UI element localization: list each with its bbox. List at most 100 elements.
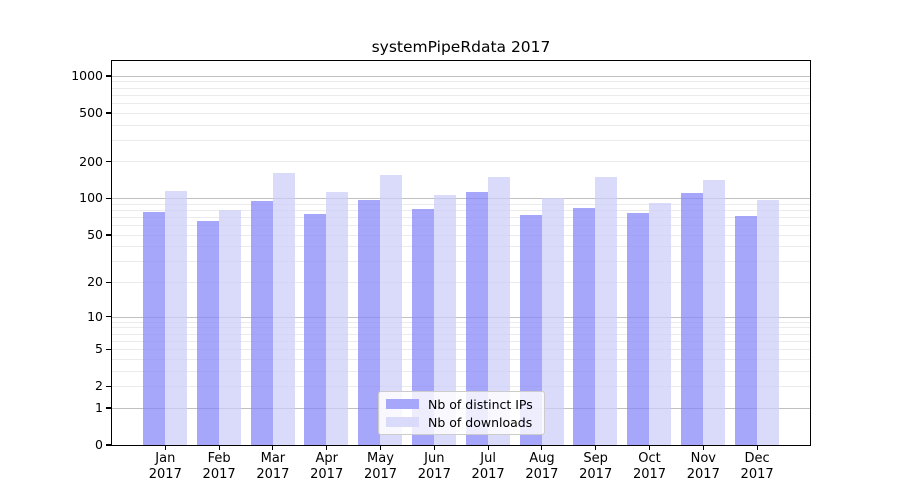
y-axis-tick-label: 50 <box>87 226 103 242</box>
x-axis-month-text: May <box>367 451 394 466</box>
bar-downloads <box>541 197 564 446</box>
grid-line-minor <box>111 124 811 126</box>
grid-line-minor <box>111 261 811 263</box>
x-axis-tick <box>648 445 651 451</box>
grid-line-minor <box>111 246 811 248</box>
bar-distinct-ips <box>465 192 488 446</box>
bar-downloads <box>487 176 510 446</box>
x-axis-year-text: 2017 <box>471 466 505 482</box>
bar-downloads <box>756 199 779 446</box>
x-axis-year-text: 2017 <box>417 466 451 482</box>
x-axis-month-label: Sep 2017 <box>566 451 626 482</box>
x-axis-month-label: Dec 2017 <box>727 451 787 482</box>
y-axis-tick-label: 2 <box>95 378 103 394</box>
grid-line-minor <box>111 327 811 329</box>
x-axis-month-text: Nov <box>690 451 716 466</box>
y-axis-tick-label: 5 <box>95 341 103 357</box>
x-axis-month-text: Dec <box>744 451 770 466</box>
x-axis-year-text: 2017 <box>740 466 774 482</box>
x-axis-tick <box>379 445 382 451</box>
y-axis-tick <box>105 281 111 283</box>
legend-swatch-distinct-ips-icon <box>386 399 419 409</box>
grid-line-minor <box>111 282 811 284</box>
bar-distinct-ips <box>680 193 703 446</box>
bar-distinct-ips <box>627 212 650 446</box>
x-axis-year-text: 2017 <box>256 466 290 482</box>
grid-line-minor <box>111 321 811 323</box>
legend-item-distinct-ips: Nb of distinct IPs <box>386 397 537 412</box>
grid-line-major <box>111 198 811 200</box>
y-axis-tick-label: 500 <box>79 104 103 120</box>
x-axis-year-text: 2017 <box>148 466 182 482</box>
y-axis-tick <box>105 197 111 200</box>
x-axis-tick <box>756 445 758 451</box>
x-axis-month-label: Nov 2017 <box>673 451 733 482</box>
bar-distinct-ips <box>250 201 273 446</box>
grid-line-minor <box>111 348 811 350</box>
grid-line-major <box>111 75 811 77</box>
x-axis-tick <box>326 445 328 451</box>
x-axis-month-text: Oct <box>638 451 661 466</box>
grid-line-minor <box>111 102 811 104</box>
x-axis-year-text: 2017 <box>632 466 667 482</box>
x-axis-tick <box>541 445 543 451</box>
grid-line-minor <box>111 203 811 205</box>
x-axis-year-text: 2017 <box>686 466 720 482</box>
grid-line-minor <box>111 112 811 114</box>
legend-label-downloads: Nb of downloads <box>428 414 533 430</box>
x-axis-year-text: 2017 <box>579 466 613 482</box>
y-axis-tick-label: 1 <box>95 399 103 415</box>
grid-line-minor <box>111 333 811 335</box>
x-axis-month-text: Aug <box>529 451 555 466</box>
x-axis-month-text: Apr <box>315 451 338 466</box>
x-axis-month-text: Jan <box>155 451 176 466</box>
plot-area <box>110 59 812 447</box>
y-axis-tick-label: 100 <box>79 190 103 206</box>
x-axis-month-label: May 2017 <box>351 451 411 482</box>
bar-distinct-ips <box>519 215 542 446</box>
y-axis-tick-label: 200 <box>79 153 103 169</box>
bar-distinct-ips <box>304 213 327 446</box>
y-axis-tick <box>105 75 111 77</box>
grid-line-minor <box>111 161 811 163</box>
y-axis-tick <box>105 234 111 236</box>
y-axis-tick <box>105 407 111 409</box>
bar-downloads <box>595 176 618 446</box>
x-axis-year-text: 2017 <box>310 466 344 482</box>
grid-line-minor <box>111 87 811 89</box>
x-axis-year-text: 2017 <box>525 466 559 482</box>
bar-downloads <box>326 192 349 446</box>
legend: Nb of distinct IPs Nb of downloads <box>378 391 545 435</box>
x-axis-month-text: Jul <box>480 451 496 466</box>
y-axis-tick <box>105 316 111 318</box>
grid-line-minor <box>111 81 811 83</box>
grid-line-minor <box>111 358 811 360</box>
grid-line-minor <box>111 139 811 141</box>
x-axis-year-text: 2017 <box>363 466 398 482</box>
x-axis-month-label: Jan 2017 <box>135 451 195 482</box>
bar-downloads <box>649 203 672 446</box>
legend-item-downloads: Nb of downloads <box>386 415 537 430</box>
x-axis-month-label: Jul 2017 <box>458 451 518 482</box>
y-axis-tick-label: 20 <box>87 274 103 290</box>
grid-line-minor <box>111 370 811 372</box>
y-axis-tick-label: 10 <box>87 308 103 324</box>
x-axis-month-label: Apr 2017 <box>297 451 357 482</box>
x-axis-month-label: Jun 2017 <box>404 451 464 482</box>
y-axis-tick <box>105 444 111 446</box>
bar-downloads <box>272 172 295 446</box>
bar-downloads <box>433 194 456 446</box>
grid-line-minor <box>111 340 811 342</box>
y-axis-tick <box>105 112 111 114</box>
bar-downloads <box>164 191 187 446</box>
x-axis-tick <box>164 445 166 451</box>
grid-line-minor <box>111 386 811 387</box>
bar-downloads <box>218 209 241 446</box>
bar-distinct-ips <box>573 207 596 446</box>
x-axis-month-text: Mar <box>260 451 286 466</box>
y-axis-tick <box>105 385 111 387</box>
y-axis-tick <box>105 161 111 163</box>
legend-swatch-downloads-icon <box>386 417 419 427</box>
x-axis-month-label: Mar 2017 <box>243 451 303 482</box>
